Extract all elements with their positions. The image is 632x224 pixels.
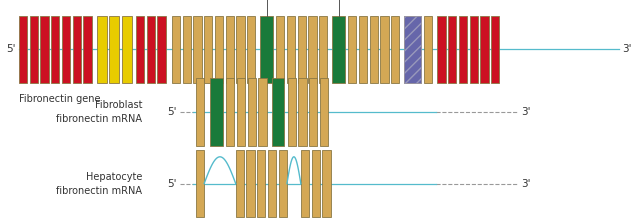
Bar <box>448 16 456 83</box>
Text: 3': 3' <box>521 179 531 189</box>
Bar <box>260 16 273 83</box>
Text: Fibronectin gene: Fibronectin gene <box>19 94 100 104</box>
Bar <box>308 16 317 83</box>
Text: Hepatocyte
fibronectin mRNA: Hepatocyte fibronectin mRNA <box>56 172 142 196</box>
Bar <box>19 16 27 83</box>
Bar <box>136 16 144 83</box>
Text: 3': 3' <box>623 44 632 54</box>
Bar <box>236 16 245 83</box>
Bar <box>312 150 320 217</box>
Bar <box>380 16 389 83</box>
Bar <box>237 78 245 146</box>
Bar <box>248 78 256 146</box>
Bar <box>193 16 202 83</box>
Bar <box>258 78 267 146</box>
Bar <box>83 16 92 83</box>
Bar <box>391 16 399 83</box>
Bar <box>215 16 223 83</box>
Bar <box>109 16 119 83</box>
Bar <box>322 150 331 217</box>
Bar <box>309 78 317 146</box>
Bar <box>424 16 432 83</box>
Bar <box>319 16 327 83</box>
Bar <box>459 16 467 83</box>
Bar <box>204 16 212 83</box>
Bar <box>40 16 49 83</box>
Bar <box>97 16 107 83</box>
Bar <box>276 16 284 83</box>
Bar <box>62 16 70 83</box>
Bar <box>320 78 328 146</box>
Bar <box>301 150 309 217</box>
Bar <box>226 78 234 146</box>
Bar <box>210 78 223 146</box>
Bar <box>491 16 499 83</box>
Bar <box>298 16 306 83</box>
Bar <box>122 16 132 83</box>
Text: 5': 5' <box>6 44 16 54</box>
Bar <box>157 16 166 83</box>
Bar <box>332 16 345 83</box>
Bar <box>73 16 81 83</box>
Bar <box>348 16 356 83</box>
Bar <box>147 16 155 83</box>
Bar <box>183 16 191 83</box>
Bar <box>272 78 284 146</box>
Bar <box>257 150 265 217</box>
Bar <box>279 150 287 217</box>
Bar <box>196 150 204 217</box>
Text: Fibroblast
fibronectin mRNA: Fibroblast fibronectin mRNA <box>56 100 142 124</box>
Bar <box>298 78 307 146</box>
Bar <box>437 16 446 83</box>
Bar <box>470 16 478 83</box>
Bar <box>287 16 295 83</box>
Bar <box>268 150 276 217</box>
Bar <box>172 16 180 83</box>
Bar <box>404 16 421 83</box>
Bar <box>196 78 204 146</box>
Bar <box>288 78 296 146</box>
Bar <box>247 16 255 83</box>
Bar <box>236 150 244 217</box>
Text: 3': 3' <box>521 107 531 117</box>
Bar <box>359 16 367 83</box>
Bar <box>480 16 489 83</box>
Bar <box>370 16 378 83</box>
Text: 5': 5' <box>167 107 177 117</box>
Text: 5': 5' <box>167 179 177 189</box>
Bar <box>226 16 234 83</box>
Bar <box>404 16 421 83</box>
Bar <box>246 150 255 217</box>
Bar <box>30 16 38 83</box>
Bar <box>51 16 59 83</box>
